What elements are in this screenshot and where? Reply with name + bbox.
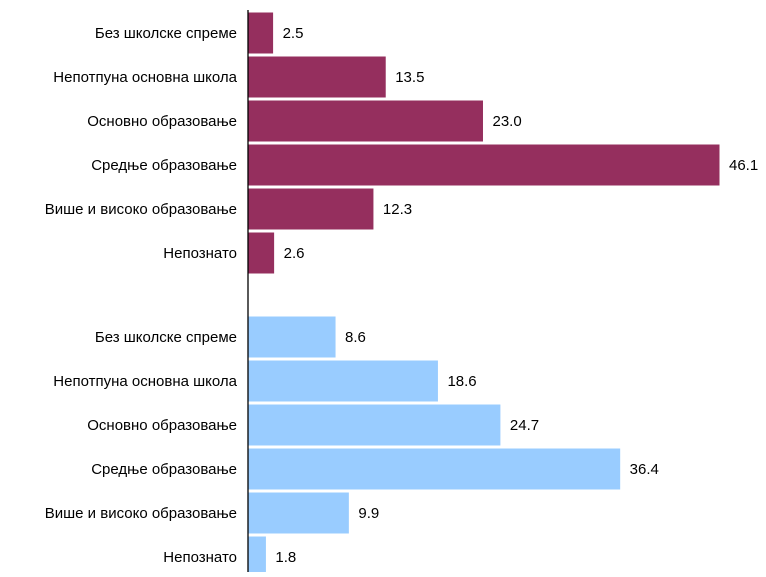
category-label: Непотпуна основна школа	[53, 69, 237, 86]
bar-2-2	[247, 359, 439, 403]
category-label: Основно образовање	[87, 113, 237, 130]
category-label: Без школске спреме	[95, 25, 237, 42]
value-label: 13.5	[395, 69, 424, 86]
category-label: Основно образовање	[87, 417, 237, 434]
category-label: Средње образовање	[91, 157, 237, 174]
category-label: Непознато	[163, 245, 237, 262]
category-label: Више и високо образовање	[45, 201, 237, 218]
value-label: 8.6	[345, 329, 366, 346]
value-label: 1.8	[275, 549, 296, 566]
value-label: 24.7	[510, 417, 539, 434]
category-label: Више и високо образовање	[45, 505, 237, 522]
value-label: 2.6	[284, 245, 305, 262]
value-label: 2.5	[283, 25, 304, 42]
category-label: Непотпуна основна школа	[53, 373, 237, 390]
bar-1-3	[247, 99, 484, 143]
bar-group-1: Без школске спреме 2.5 Непотпуна основна ш…	[45, 11, 758, 275]
bar-1-6	[247, 231, 276, 275]
bar-1-2	[247, 55, 387, 99]
value-label: 23.0	[492, 113, 521, 130]
value-label: 18.6	[447, 373, 476, 390]
value-label: 36.4	[630, 461, 659, 478]
category-label: Без школске спреме	[95, 329, 237, 346]
category-label: Непознато	[163, 549, 237, 566]
category-label: Средње образовање	[91, 461, 237, 478]
bar-1-1	[247, 11, 275, 55]
bar-1-4	[247, 143, 721, 187]
bar-2-1	[247, 315, 337, 359]
bar-1-5	[247, 187, 375, 231]
bar-2-6	[247, 535, 267, 577]
bar-2-3	[247, 403, 502, 447]
value-label: 9.9	[358, 505, 379, 522]
value-label: 12.3	[383, 201, 412, 218]
value-label: 46.1	[729, 157, 758, 174]
bar-group-2: Без школске спреме 8.6 Непотпуна основна ш…	[45, 315, 659, 577]
bar-2-5	[247, 491, 350, 535]
bar-2-4	[247, 447, 622, 491]
